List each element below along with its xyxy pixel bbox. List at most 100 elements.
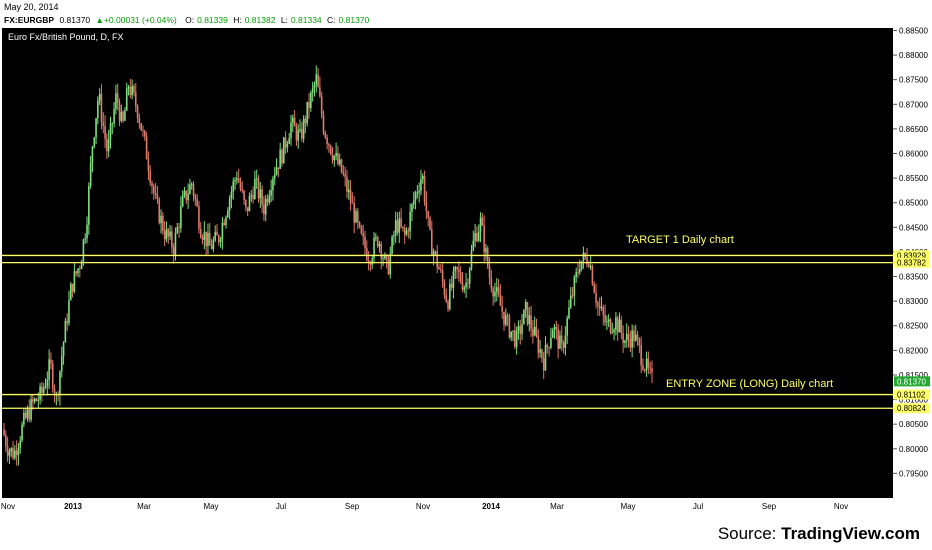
candle-body — [73, 271, 76, 292]
price-change-value: +0.00031 (+0.04%) — [103, 15, 177, 25]
candle-body — [156, 194, 159, 200]
candle-body — [606, 321, 608, 323]
candle-body — [71, 283, 74, 292]
candle-body — [593, 284, 596, 293]
candle-body — [24, 412, 27, 418]
candle-body — [62, 342, 65, 357]
candle-body — [580, 261, 583, 270]
candle-body — [248, 196, 251, 212]
candle-body — [118, 102, 121, 121]
candle-body — [145, 136, 148, 160]
candle-body — [479, 217, 482, 232]
candle-body — [210, 245, 213, 249]
candle-body — [382, 258, 384, 260]
candlestick-chart[interactable]: Euro Fx/British Pound, D, FX 0.88500 0.880… — [0, 0, 932, 515]
candle-body — [326, 137, 328, 144]
candle-body — [571, 295, 574, 297]
candle-body — [633, 330, 635, 341]
candle-body — [378, 243, 381, 247]
candle-body — [282, 137, 285, 164]
candle-body — [353, 203, 355, 223]
candle-body — [636, 334, 639, 340]
candle-body — [6, 446, 9, 456]
candle-body — [223, 222, 226, 225]
candle-body — [143, 130, 146, 137]
candle-body — [100, 93, 103, 122]
candle-body — [481, 217, 484, 226]
candle-body — [461, 281, 464, 290]
candle-body — [331, 153, 334, 161]
candle-body — [405, 230, 408, 235]
candle-body — [116, 93, 119, 103]
candle-body — [172, 247, 175, 255]
candle-body — [625, 333, 628, 341]
candle-body — [237, 178, 240, 182]
candle-body — [373, 238, 375, 259]
x-tick-label: Nov — [834, 502, 848, 511]
candle-body — [335, 153, 337, 156]
candle-body — [367, 259, 370, 264]
candle-body — [33, 398, 36, 402]
candle-body — [459, 271, 462, 282]
candle-body — [506, 315, 509, 317]
candle-body — [241, 189, 244, 192]
y-tick-label: 0.81500 — [899, 371, 928, 380]
candle-body — [420, 178, 422, 191]
candle-body — [521, 324, 523, 334]
candle-body — [645, 358, 648, 371]
candle-body — [624, 340, 626, 343]
candle-body — [162, 215, 164, 231]
candle-body — [149, 171, 152, 183]
candle-body — [564, 335, 567, 348]
candle-body — [607, 319, 610, 322]
open-value: 0.81339 — [197, 15, 228, 25]
y-tick-label: 0.83000 — [899, 297, 928, 306]
candle-body — [257, 178, 260, 199]
candle-body — [113, 109, 115, 124]
candle-body — [362, 233, 364, 237]
candle-body — [358, 222, 361, 227]
candle-body — [21, 424, 23, 441]
candle-body — [227, 210, 229, 217]
candle-body — [205, 231, 207, 247]
candle-body — [434, 251, 437, 253]
candle-body — [203, 231, 206, 240]
candle-body — [427, 211, 429, 218]
candle-body — [366, 248, 368, 260]
chart-date: May 20, 2014 — [4, 2, 59, 12]
candle-body — [304, 118, 307, 124]
candle-body — [508, 316, 511, 338]
candle-body — [14, 450, 16, 459]
candle-body — [450, 283, 453, 288]
symbol[interactable]: FX:EURGBP — [4, 15, 55, 25]
candle-body — [524, 301, 527, 310]
candle-body — [490, 278, 493, 289]
candle-body — [432, 251, 435, 256]
candle-body — [430, 229, 433, 256]
candle-body — [236, 178, 238, 180]
candle-body — [597, 302, 599, 306]
candle-body — [15, 450, 18, 456]
candle-body — [615, 317, 617, 330]
level-price-tag — [894, 389, 930, 400]
candle-body — [640, 345, 642, 366]
candle-body — [504, 315, 507, 325]
candle-body — [142, 130, 144, 132]
candle-body — [151, 182, 153, 187]
source-name[interactable]: TradingView.com — [781, 524, 920, 543]
candle-body — [562, 343, 565, 348]
candle-body — [131, 86, 133, 96]
candle-body — [208, 232, 211, 246]
candle-body — [394, 220, 397, 236]
candle-body — [89, 162, 92, 186]
candle-body — [647, 358, 650, 368]
candle-body — [281, 149, 283, 164]
candle-body — [319, 87, 321, 97]
candle-body — [75, 271, 78, 274]
x-tick-label: May — [620, 502, 635, 511]
candle-body — [649, 367, 651, 369]
candle-body — [436, 251, 439, 268]
candle-body — [620, 319, 623, 334]
x-tick-label: Sep — [345, 502, 360, 511]
candle-body — [295, 126, 298, 141]
